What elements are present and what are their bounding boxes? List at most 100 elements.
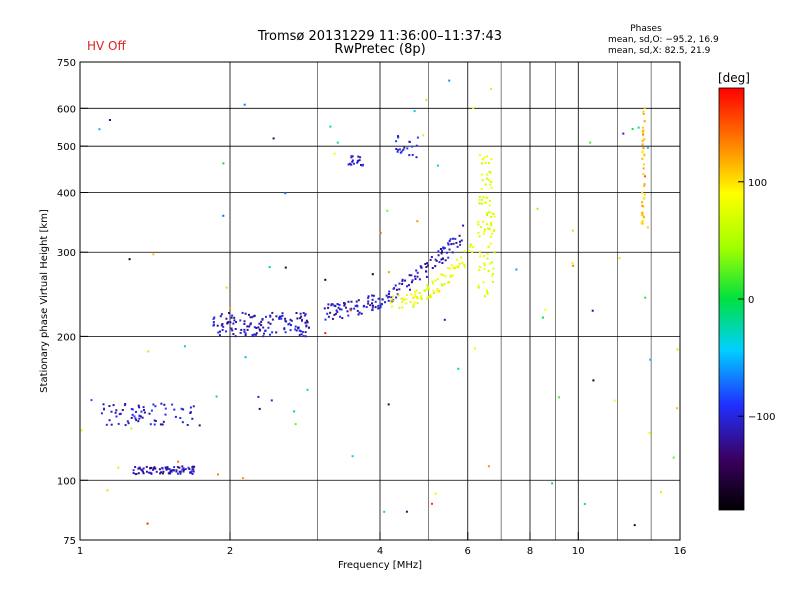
data-point [477, 231, 480, 234]
y-tick-label: 500 [57, 142, 76, 153]
data-point [642, 110, 645, 113]
data-point [490, 88, 493, 90]
data-point [173, 408, 176, 411]
data-point [399, 151, 402, 154]
data-point [486, 196, 489, 199]
data-point [414, 290, 416, 293]
data-point [413, 301, 416, 304]
data-point [244, 332, 247, 335]
data-point [644, 296, 647, 299]
data-point [589, 141, 592, 144]
data-point [676, 348, 679, 351]
data-point [398, 288, 401, 291]
data-point [269, 322, 272, 325]
data-point [413, 110, 416, 113]
data-point [102, 403, 105, 406]
data-point [358, 159, 361, 162]
data-point [457, 367, 460, 370]
data-point [425, 270, 427, 273]
data-point [415, 144, 418, 147]
data-point [343, 304, 346, 307]
data-point [448, 248, 451, 251]
data-point [474, 347, 476, 350]
data-point [252, 333, 255, 336]
data-point [248, 313, 250, 316]
data-point [218, 334, 221, 337]
data-point [189, 406, 192, 409]
data-point [297, 326, 300, 329]
data-point [153, 419, 156, 422]
data-point [269, 333, 271, 336]
data-point [395, 140, 398, 143]
data-point [173, 466, 176, 469]
data-point [355, 300, 358, 303]
data-point [404, 279, 407, 282]
hv-status: HV Off [87, 39, 126, 53]
data-point [305, 325, 308, 328]
data-point [441, 284, 444, 287]
data-point [486, 291, 489, 294]
data-point [443, 247, 446, 250]
data-point [179, 470, 182, 473]
data-point [330, 303, 333, 306]
data-point [162, 420, 165, 423]
data-point [648, 432, 651, 434]
data-point [390, 297, 393, 300]
data-point [242, 477, 244, 480]
data-point [260, 320, 263, 323]
data-point [420, 295, 423, 298]
data-point [261, 318, 264, 320]
data-point [469, 243, 472, 246]
y-tick-label: 200 [57, 332, 76, 343]
data-point [643, 120, 646, 123]
data-point [387, 293, 390, 295]
data-point [225, 330, 227, 333]
data-point [459, 243, 462, 246]
data-point [295, 329, 298, 332]
data-point [217, 473, 219, 476]
data-point [646, 146, 649, 149]
data-point [137, 420, 140, 423]
data-point [541, 316, 544, 319]
data-point [255, 332, 258, 335]
data-point [443, 283, 446, 286]
data-point [233, 316, 236, 319]
data-point [338, 303, 341, 306]
data-point [371, 309, 374, 311]
data-point [444, 259, 447, 262]
data-point [349, 162, 352, 165]
data-point [378, 307, 381, 310]
data-point [483, 262, 486, 265]
data-point [184, 468, 187, 471]
data-point [161, 467, 164, 470]
data-point [153, 466, 156, 469]
data-point [641, 126, 644, 129]
data-point [427, 264, 429, 267]
data-point [246, 328, 249, 331]
data-point [426, 262, 428, 265]
data-point [258, 407, 261, 410]
data-point [515, 268, 518, 271]
data-point [239, 331, 242, 334]
data-point [384, 301, 386, 304]
data-point [642, 167, 645, 170]
data-point [411, 145, 414, 148]
data-point [232, 322, 235, 325]
data-point [633, 524, 636, 527]
data-point [362, 305, 365, 308]
data-point [415, 156, 418, 159]
data-point [372, 304, 374, 307]
data-point [181, 465, 184, 468]
data-point [178, 466, 181, 469]
y-tick-label: 100 [57, 476, 76, 487]
data-point [486, 257, 489, 260]
data-point [441, 262, 444, 264]
data-point [304, 313, 307, 316]
data-point [397, 148, 400, 151]
data-point [456, 266, 459, 269]
data-point [271, 331, 274, 334]
data-point [251, 335, 254, 338]
data-point [333, 152, 336, 155]
data-point [429, 294, 432, 297]
